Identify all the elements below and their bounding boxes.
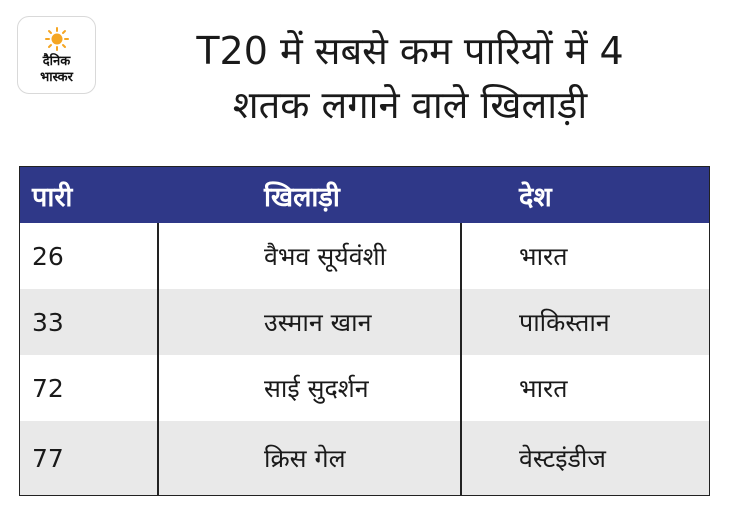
page-title: T20 में सबसे कम पारियों में 4 शतक लगाने … [110, 24, 710, 132]
country-cell: भारत [519, 242, 568, 271]
title-line-2: शतक लगाने वाले खिलाड़ी [232, 83, 588, 127]
column-divider [460, 223, 462, 495]
innings-cell: 72 [32, 373, 64, 403]
table-row: 77 क्रिस गेल वेस्टइंडीज [20, 421, 709, 495]
logo-line-1: दैनिक [42, 54, 71, 69]
logo-line-2: भास्कर [40, 70, 73, 85]
table-row: 26 वैभव सूर्यवंशी भारत [20, 223, 709, 289]
country-cell: पाकिस्तान [519, 308, 610, 337]
player-cell: उस्मान खान [264, 308, 372, 337]
table-header-row: पारी खिलाड़ी देश [20, 167, 709, 223]
dainik-bhaskar-logo: दैनिक भास्कर [17, 16, 96, 94]
sun-icon [45, 27, 69, 51]
country-cell: भारत [519, 374, 568, 403]
players-table: पारी खिलाड़ी देश 26 वैभव सूर्यवंशी भारत … [19, 166, 710, 496]
innings-cell: 33 [32, 307, 64, 337]
player-cell: साई सुदर्शन [264, 374, 369, 403]
table-row: 72 साई सुदर्शन भारत [20, 355, 709, 421]
table-row: 33 उस्मान खान पाकिस्तान [20, 289, 709, 355]
header-innings: पारी [32, 181, 73, 213]
title-line-1: T20 में सबसे कम पारियों में 4 [196, 29, 624, 73]
innings-cell: 26 [32, 241, 64, 271]
player-cell: वैभव सूर्यवंशी [264, 242, 387, 271]
column-divider [157, 223, 159, 495]
header-player: खिलाड़ी [264, 181, 340, 213]
header-country: देश [519, 181, 552, 213]
country-cell: वेस्टइंडीज [519, 444, 606, 473]
innings-cell: 77 [32, 443, 64, 473]
player-cell: क्रिस गेल [264, 444, 346, 473]
